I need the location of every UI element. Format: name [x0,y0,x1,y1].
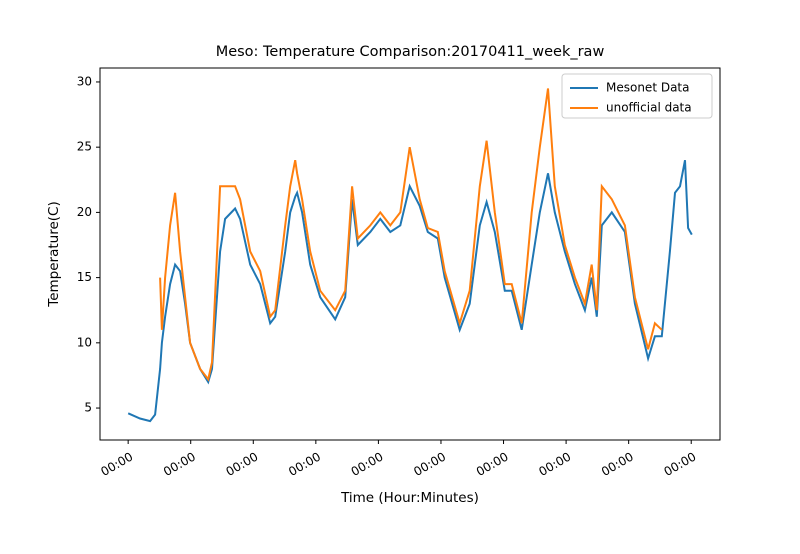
y-tick-label: 5 [84,401,92,415]
y-tick-label: 15 [77,270,92,284]
plot-frame [99,67,721,441]
y-tick-label: 20 [77,205,92,219]
series-line [159,88,663,382]
chart-title: Meso: Temperature Comparison:20170411_we… [216,44,605,60]
y-tick-label: 25 [77,140,92,154]
legend-label: Mesonet Data [606,81,690,95]
legend-box [561,73,713,119]
legend-label: unofficial data [606,101,692,115]
x-axis-label: Time (Hour:Minutes) [340,490,479,506]
y-axis-label: Temperature(C) [46,201,62,307]
y-tick-label: 10 [77,335,92,349]
y-tick-label: 30 [77,74,92,88]
